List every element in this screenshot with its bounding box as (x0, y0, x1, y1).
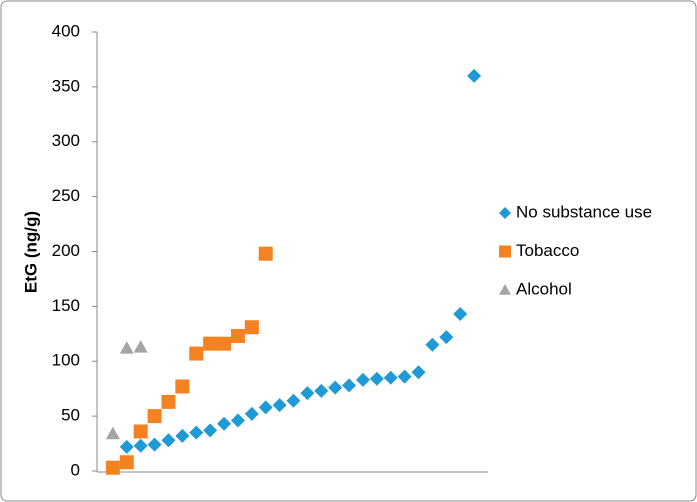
data-point (411, 365, 426, 380)
y-axis-label: EtG (ng/g) (21, 211, 40, 293)
data-point (425, 337, 440, 352)
legend-label: Alcohol (516, 279, 572, 298)
data-point (119, 341, 134, 354)
y-tick-label: 350 (52, 76, 80, 95)
y-tick-label: 50 (61, 406, 80, 425)
data-point (258, 400, 273, 415)
legend-marker (499, 284, 511, 295)
y-tick-label: 400 (52, 21, 80, 40)
data-point (244, 406, 259, 421)
data-point (133, 339, 148, 353)
data-point (244, 320, 259, 335)
data-point (105, 426, 120, 440)
data-point (119, 439, 134, 454)
data-point (342, 378, 357, 393)
y-tick-label: 100 (52, 351, 80, 370)
y-tick-label: 200 (52, 241, 80, 260)
data-point (175, 379, 190, 394)
legend-marker (499, 245, 511, 258)
data-point (453, 307, 468, 322)
data-point (217, 336, 232, 351)
data-point (161, 433, 176, 448)
data-point (189, 346, 204, 361)
data-point (258, 246, 273, 261)
data-point (467, 68, 482, 83)
data-point (147, 409, 162, 424)
data-point (230, 413, 245, 428)
data-point (439, 330, 454, 345)
legend-label: Tobacco (516, 241, 579, 260)
data-point (161, 394, 176, 409)
data-point (328, 380, 343, 395)
legend-marker (499, 207, 511, 219)
data-point (133, 424, 148, 439)
data-point (203, 336, 218, 351)
data-point (355, 372, 370, 387)
data-point (230, 329, 245, 344)
data-point (189, 425, 204, 440)
data-point (133, 438, 148, 453)
data-point (286, 393, 301, 408)
y-tick-label: 150 (52, 296, 80, 315)
data-point (217, 416, 232, 431)
y-tick-label: 300 (52, 131, 80, 150)
y-tick-label: 250 (52, 186, 80, 205)
data-point (105, 460, 120, 475)
data-point (272, 398, 287, 413)
data-point (383, 370, 398, 385)
data-point (369, 371, 384, 386)
data-point (203, 423, 218, 438)
data-point (397, 369, 412, 384)
y-tick-label: 0 (71, 460, 80, 479)
data-point (175, 428, 190, 443)
data-point (314, 383, 329, 398)
data-point (119, 455, 134, 470)
data-point (147, 437, 162, 452)
data-point (300, 386, 315, 401)
legend-label: No substance use (516, 202, 652, 221)
